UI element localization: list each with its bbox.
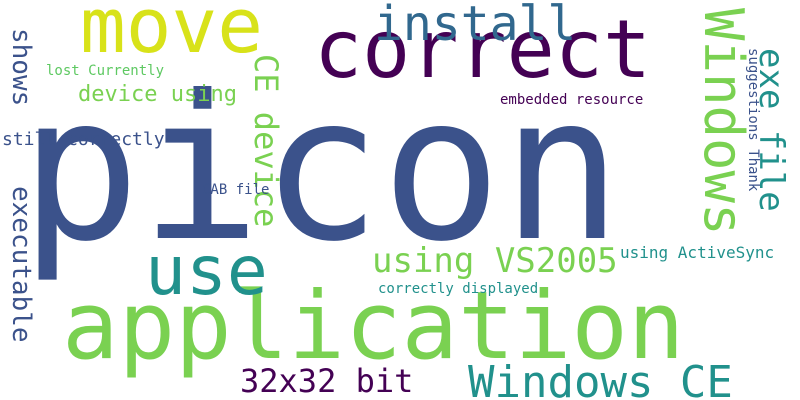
word-picon: picon	[20, 53, 623, 286]
word-shows: shows	[6, 28, 36, 107]
word-executable: executable	[6, 186, 36, 343]
word-still-correctly: still correctly	[2, 129, 165, 150]
word-cab-file: CAB file	[202, 182, 270, 198]
word-using-activesync: using ActiveSync	[620, 243, 775, 262]
word-windows-ce: Windows CE	[468, 357, 733, 400]
word-install: install	[374, 0, 577, 52]
word-application: application	[62, 272, 685, 381]
word-ce-device: CE device	[247, 54, 285, 228]
word-use: use	[145, 232, 268, 311]
word-using-vs2005: using VS2005	[372, 241, 618, 281]
word-lost-currently: lost Currently	[46, 63, 165, 79]
word-correctly-displayed: correctly displayed	[378, 281, 539, 297]
word-32x32-bit: 32x32 bit	[240, 362, 414, 400]
word-suggestions-thank: suggestions Thank	[745, 48, 761, 192]
word-embedded-resource: embedded resource	[500, 92, 644, 108]
word-device-using: device using	[78, 82, 237, 107]
word-move: move	[80, 0, 264, 70]
word-windows-vertical: Windows	[692, 8, 755, 236]
word-correct: correct	[314, 3, 652, 96]
